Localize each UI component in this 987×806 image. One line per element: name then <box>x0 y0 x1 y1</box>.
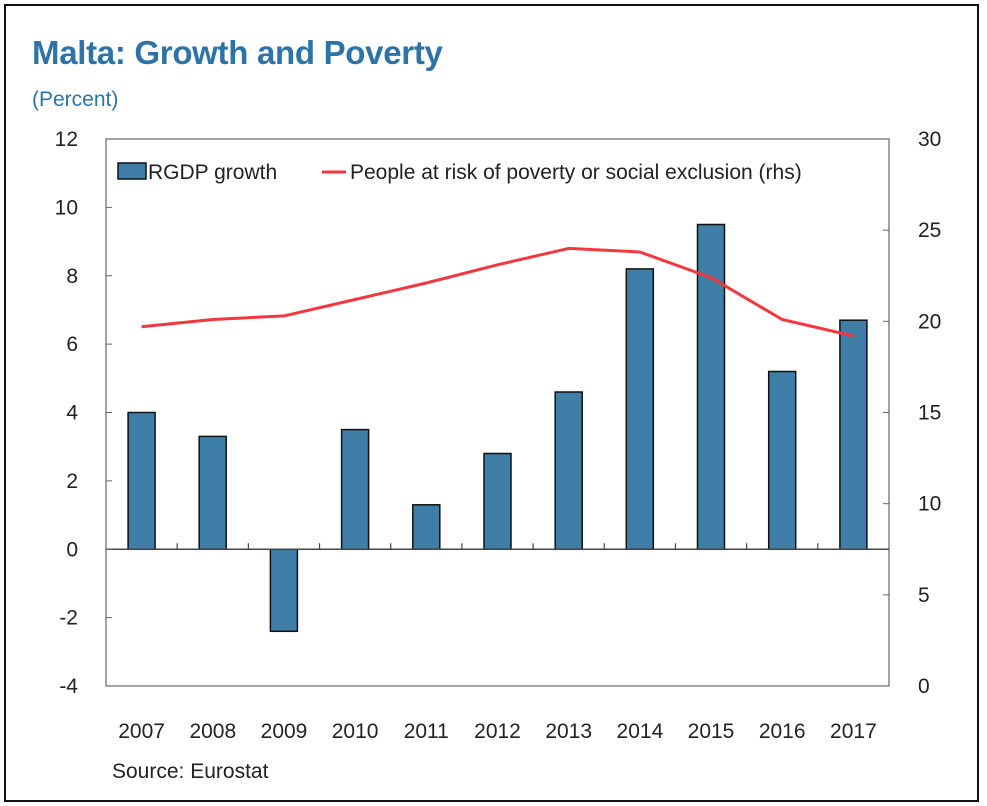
x-tick-label: 2010 <box>332 720 379 743</box>
right-tick-label: 0 <box>918 675 930 698</box>
legend-label-poverty: People at risk of poverty or social excl… <box>350 161 802 184</box>
chart-frame <box>4 4 979 802</box>
left-tick-label: 6 <box>66 333 78 356</box>
poverty-line <box>141 246 854 338</box>
bar-series <box>127 223 868 633</box>
bar-2013 <box>554 391 583 551</box>
legend-swatch-rgdp <box>117 162 147 180</box>
x-tick-label: 2016 <box>759 720 806 743</box>
bar-2008 <box>198 435 227 550</box>
left-tick-label: 10 <box>55 196 78 219</box>
bar-2011 <box>412 504 441 550</box>
bar-2017 <box>839 319 868 551</box>
right-tick-label: 25 <box>918 219 941 242</box>
left-tick-label: 12 <box>55 128 78 151</box>
right-tick-label: 5 <box>918 584 930 607</box>
left-tick-label: -4 <box>59 675 78 698</box>
x-tick-label: 2013 <box>545 720 592 743</box>
x-tick-label: 2015 <box>688 720 735 743</box>
x-tick-label: 2011 <box>404 720 449 743</box>
x-tick-label: 2008 <box>189 720 236 743</box>
legend-label-rgdp: RGDP growth <box>148 161 277 184</box>
x-tick-label: 2014 <box>617 720 664 743</box>
x-tick-label: 2012 <box>474 720 521 743</box>
bar-2012 <box>483 452 512 550</box>
bar-2009 <box>269 548 299 633</box>
chart-subtitle: (Percent) <box>32 88 119 111</box>
right-tick-label: 20 <box>918 310 941 333</box>
x-tick-label: 2009 <box>261 720 308 743</box>
left-tick-label: 8 <box>66 265 78 288</box>
chart-source: Source: Eurostat <box>112 760 269 783</box>
bar-2007 <box>127 411 156 551</box>
left-tick-label: -2 <box>59 607 78 630</box>
bar-2010 <box>340 428 370 551</box>
bar-2016 <box>767 370 797 551</box>
bar-2014 <box>625 268 655 550</box>
right-tick-label: 15 <box>918 402 941 425</box>
left-tick-label: 0 <box>66 538 78 561</box>
legend: RGDP growth People at risk of poverty or… <box>117 161 802 184</box>
right-tick-label: 10 <box>918 493 941 516</box>
x-tick-label: 2017 <box>830 720 877 743</box>
chart-title: Malta: Growth and Poverty <box>32 34 443 71</box>
x-tick-label: 2007 <box>118 720 165 743</box>
right-tick-label: 30 <box>918 128 941 151</box>
left-tick-label: 2 <box>66 470 78 493</box>
line-series <box>141 246 854 338</box>
left-tick-label: 4 <box>66 402 78 425</box>
